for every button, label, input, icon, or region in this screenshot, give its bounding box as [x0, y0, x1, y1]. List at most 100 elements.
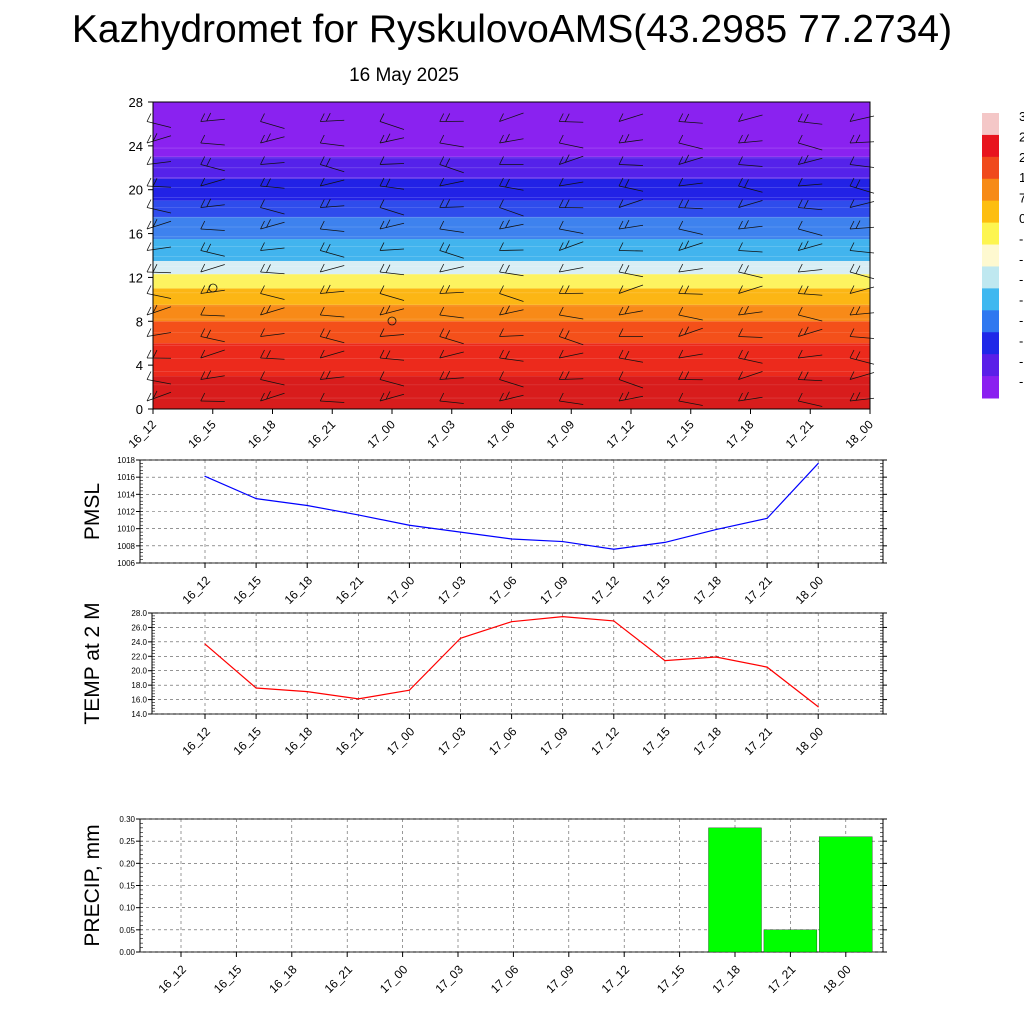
wind-barb [439, 220, 464, 233]
calm-circle [208, 283, 218, 293]
wind-barb-flag [558, 328, 564, 337]
y-tick-label: 24.0 [131, 638, 147, 647]
wind-barb-flag [266, 390, 271, 400]
x-tick-label: 17_03 [435, 724, 469, 758]
data-point [306, 504, 308, 507]
wind-barb-flag [618, 349, 624, 359]
y-tick-label: 20.0 [131, 667, 147, 676]
wind-barb-flag [325, 329, 331, 339]
wind-barb-staff [798, 243, 823, 251]
wind-barb-flag [558, 156, 564, 165]
wind-barb-flag [379, 306, 385, 316]
wind-barb-flag [618, 113, 624, 122]
wind-barb [618, 349, 644, 363]
wind-barb-staff [146, 391, 172, 402]
y-tick-label: 1010 [117, 525, 135, 534]
wind-barb-flag [379, 220, 385, 230]
wind-barb-flag [678, 349, 684, 359]
wind-barb-flag [738, 263, 743, 273]
wind-barb-flag [618, 306, 624, 316]
data-point [408, 524, 410, 526]
wind-barb [319, 349, 345, 359]
wind-barb [797, 285, 823, 296]
wind-barb-staff [146, 293, 172, 299]
x-tick-label: 17_12 [599, 962, 633, 996]
wind-barb-flag [624, 134, 630, 143]
wind-barb [260, 133, 285, 144]
wind-barb-staff [200, 118, 225, 122]
wind-barb-flag [499, 349, 504, 359]
y-tick-label: 0.15 [119, 882, 135, 891]
wind-barb-flag [439, 371, 445, 380]
wind-barb-staff [320, 350, 345, 359]
wind-barb-flag [439, 220, 445, 230]
wind-barb-flag [797, 349, 803, 359]
wind-barb-flag [439, 134, 445, 144]
wind-barb [200, 156, 225, 172]
wind-barb-flag [319, 349, 325, 359]
wind-barb-staff [146, 379, 172, 385]
wind-barb-flag [260, 328, 265, 337]
wind-barb-staff [499, 335, 524, 337]
wind-barb-staff [260, 307, 285, 316]
wind-barb-staff [439, 250, 464, 259]
wind-barb-staff [320, 119, 345, 122]
wind-barb-flag [744, 134, 749, 143]
wind-barb-flag [146, 349, 152, 359]
wind-barb-staff [379, 357, 405, 361]
colorbar-swatch [982, 113, 999, 136]
x-tick-label: 16_18 [282, 724, 316, 758]
wind-barb [558, 285, 584, 294]
wind-barb-flag [744, 306, 749, 315]
wind-barb-staff [146, 135, 172, 144]
wind-barb-flag [678, 285, 684, 294]
wind-barb-flag [146, 242, 152, 251]
y-tick-label: 1012 [117, 508, 135, 517]
wind-barb [618, 305, 644, 316]
wind-barb [146, 199, 172, 214]
wind-barb [678, 349, 703, 359]
wind-barb-staff [559, 378, 584, 380]
wind-barb-staff [146, 207, 172, 214]
wind-barb-staff [678, 293, 703, 295]
wind-barb-flag [200, 349, 206, 359]
wind-barb-flag [499, 263, 504, 273]
wind-barb-flag [385, 133, 391, 142]
wind-barb-staff [559, 336, 584, 346]
wind-barb-flag [319, 328, 325, 337]
wind-barb-flag [260, 242, 265, 251]
wind-barb-staff [678, 142, 703, 150]
wind-barb [558, 306, 584, 320]
wind-barb-flag [266, 305, 271, 314]
wind-barb-flag [505, 264, 510, 274]
wind-barb-flag [146, 177, 152, 187]
data-point [715, 656, 717, 658]
wind-barb-flag [744, 391, 749, 401]
wind-barb-flag [618, 134, 624, 144]
wind-barb-staff [439, 377, 464, 380]
wind-barb-flag [618, 371, 624, 380]
precip-panel [136, 818, 887, 957]
wind-barb-staff [200, 228, 225, 231]
x-tick-label: 17_15 [654, 962, 688, 996]
wind-barb-flag [439, 242, 445, 251]
y-tick-label: 22.0 [131, 652, 147, 661]
wind-barb-flag [260, 392, 265, 402]
wind-barb [200, 263, 225, 273]
wind-barb-flag [445, 113, 451, 122]
wind-barb-flag [803, 199, 809, 209]
wind-barb-flag [849, 113, 855, 122]
x-tick-label: 16_18 [282, 573, 316, 607]
wind-barb [738, 242, 763, 253]
wind-barb-flag [678, 263, 684, 273]
wind-barb-flag [325, 113, 331, 122]
wind-barb-flag [738, 242, 743, 251]
wind-barb-flag [319, 134, 325, 144]
precip-bar [763, 929, 818, 953]
wind-barb-staff [260, 162, 285, 165]
wind-barb [797, 113, 823, 125]
wind-barb-staff [260, 221, 285, 230]
wind-barb [558, 240, 584, 251]
wind-barb [200, 392, 225, 402]
wind-barb-flag [744, 351, 749, 360]
